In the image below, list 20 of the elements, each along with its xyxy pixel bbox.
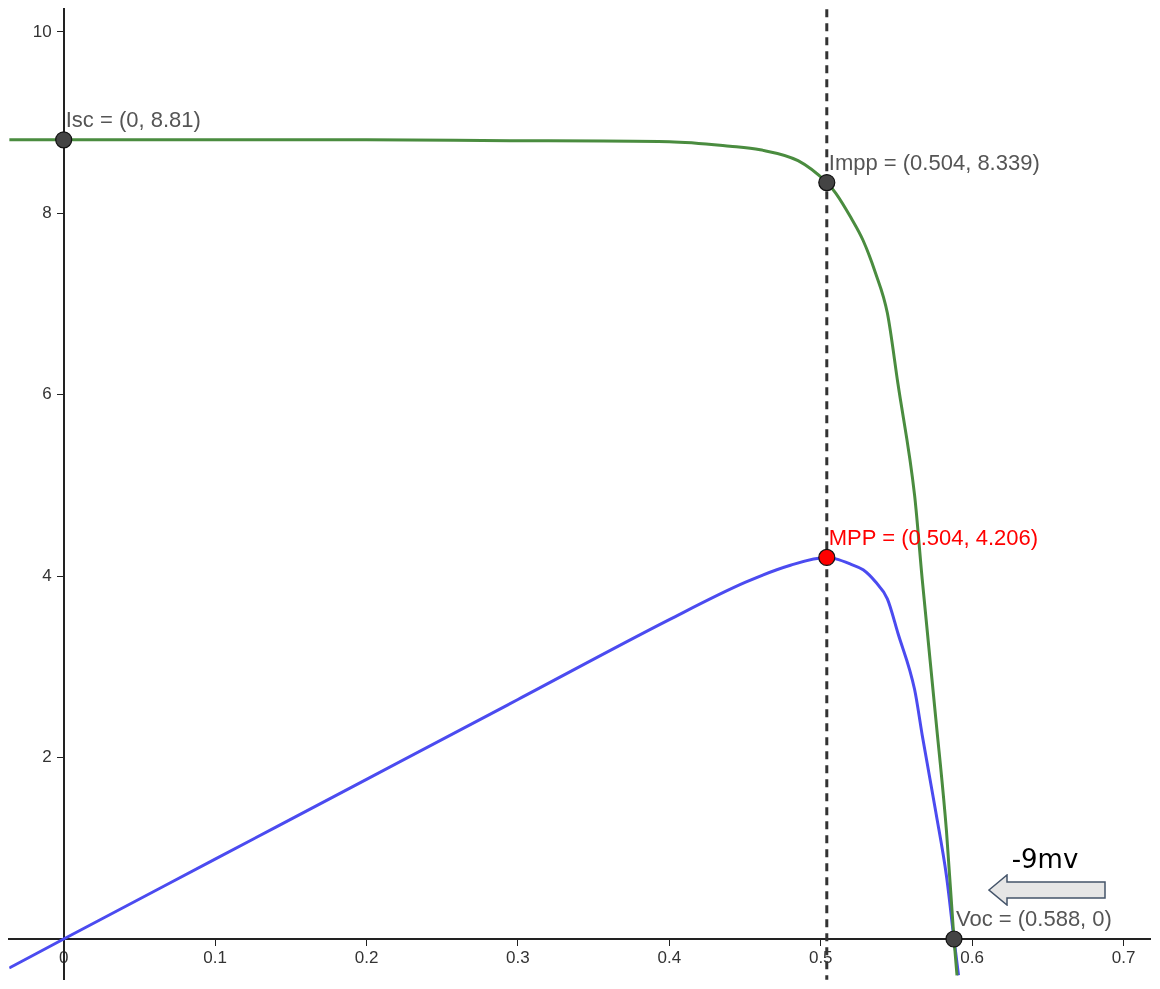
y-tick-label: 6 (42, 384, 52, 404)
x-tick-label: 0.7 (1111, 947, 1136, 967)
point (818, 548, 836, 567)
x-tick-label: 0.6 (960, 947, 984, 967)
annotation: Isc = (0, 8.81) (65, 106, 201, 132)
x-tick-label: 0.4 (657, 947, 682, 967)
x-tick-label: 0.3 (506, 947, 530, 967)
point (818, 173, 836, 192)
annotation: Impp = (0.504, 8.339) (828, 149, 1040, 175)
y-tick-label: 8 (42, 202, 52, 222)
x-tick-label: 0.2 (354, 947, 379, 967)
y-tick-label: 4 (42, 565, 52, 585)
y-tick-label: 2 (42, 747, 52, 767)
point (945, 930, 963, 948)
point (55, 131, 73, 149)
annotation: Voc = (0.588, 0) (955, 906, 1112, 932)
x-tick-label: 0.5 (808, 947, 833, 967)
annotation: -9mv (1011, 843, 1079, 874)
y-tick-label: 10 (32, 21, 52, 41)
x-tick-label: 0.1 (203, 947, 227, 967)
